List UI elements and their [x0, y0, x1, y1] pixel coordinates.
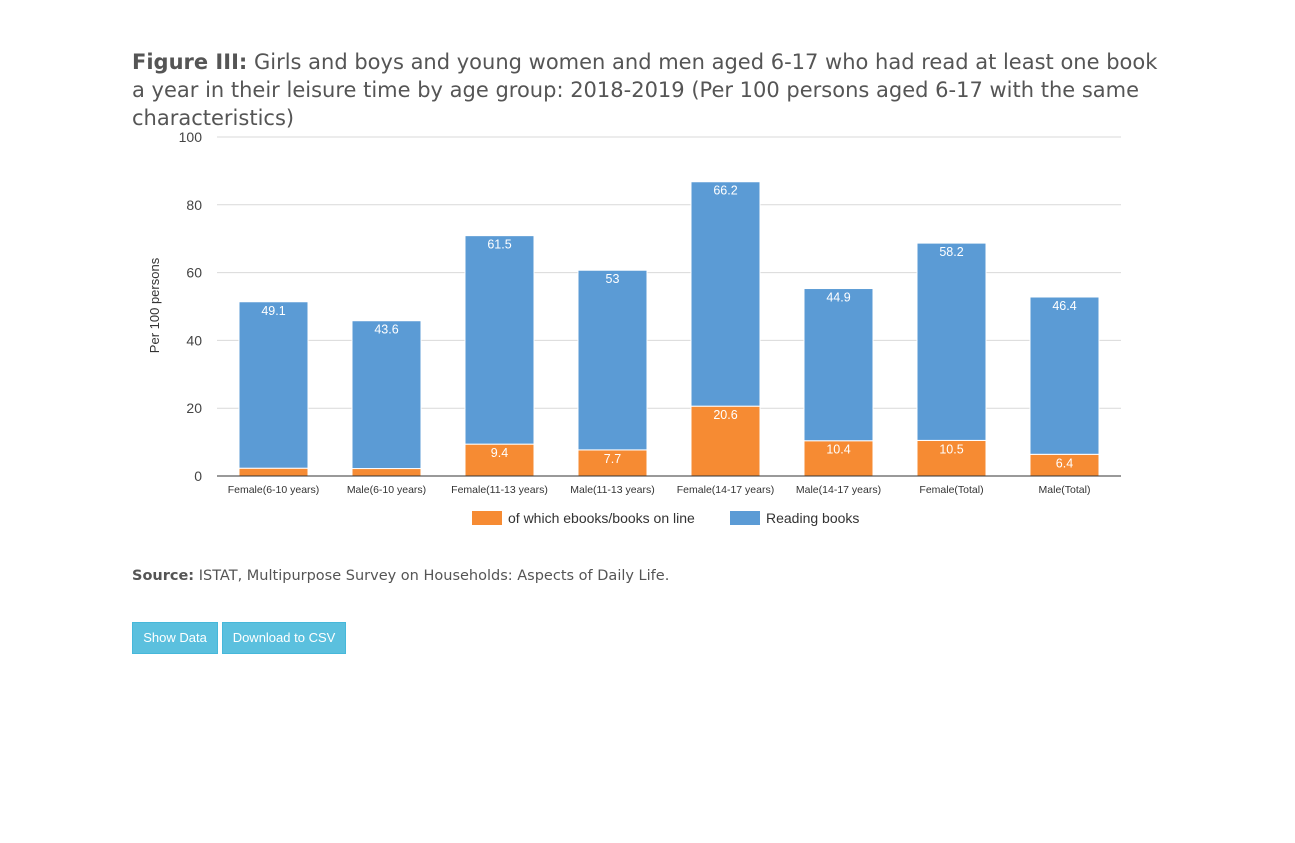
- source-label: Source:: [132, 568, 195, 584]
- x-tick-label: Male(6-10 years): [347, 484, 426, 496]
- legend-swatch: [730, 511, 760, 525]
- data-label: 9.4: [491, 446, 508, 460]
- y-tick-label: 40: [186, 332, 202, 348]
- y-tick-label: 100: [179, 129, 203, 145]
- bar-reading-books: [464, 235, 535, 445]
- y-tick-label: 60: [186, 265, 202, 281]
- data-label: 53: [606, 272, 620, 286]
- chart-title: Figure III: Girls and boys and young wom…: [132, 48, 1172, 132]
- data-label: 10.4: [826, 443, 850, 457]
- data-label: 66.2: [713, 184, 737, 198]
- legend-label: of which ebooks/books on line: [508, 510, 695, 526]
- bar-reading-books: [238, 301, 309, 469]
- bar-reading-books: [1029, 296, 1100, 455]
- bar-ebooks: [577, 449, 648, 477]
- data-label: 10.5: [939, 442, 963, 456]
- x-tick-label: Male(11-13 years): [570, 484, 654, 496]
- bar-reading-books: [803, 288, 874, 442]
- bar-ebooks: [351, 468, 422, 477]
- data-label: 20.6: [713, 408, 737, 422]
- bar-reading-books: [690, 181, 761, 407]
- download-csv-button[interactable]: Download to CSV: [222, 622, 346, 654]
- x-tick-label: Male(14-17 years): [796, 484, 881, 496]
- data-label: 44.9: [826, 291, 850, 305]
- show-data-button[interactable]: Show Data: [132, 622, 218, 654]
- bar-reading-books: [351, 320, 422, 470]
- figure-label: Figure III:: [132, 50, 248, 74]
- bar-ebooks: [238, 467, 309, 477]
- y-tick-label: 20: [186, 400, 202, 416]
- data-label: 6.4: [1056, 456, 1073, 470]
- x-tick-label: Female(6-10 years): [228, 484, 320, 496]
- x-tick-label: Female(11-13 years): [451, 484, 548, 496]
- x-tick-label: Female(Total): [919, 484, 983, 496]
- legend-swatch: [472, 511, 502, 525]
- data-label: 43.6: [374, 323, 398, 337]
- data-label: 49.1: [261, 304, 285, 318]
- y-tick-label: 0: [194, 468, 202, 484]
- x-tick-label: Female(14-17 years): [677, 484, 774, 496]
- data-label: 61.5: [487, 238, 511, 252]
- bar-reading-books: [577, 269, 648, 451]
- bar-reading-books: [916, 242, 987, 441]
- source-note: Source: ISTAT, Multipurpose Survey on Ho…: [132, 568, 669, 584]
- x-tick-label: Male(Total): [1039, 484, 1091, 496]
- legend-label: Reading books: [766, 510, 859, 526]
- y-axis-label: Per 100 persons: [147, 257, 162, 353]
- bar-ebooks: [803, 440, 874, 477]
- source-text: ISTAT, Multipurpose Survey on Households…: [198, 568, 670, 584]
- data-label: 7.7: [604, 452, 621, 466]
- bar-ebooks: [690, 405, 761, 477]
- data-label: 46.4: [1052, 299, 1076, 313]
- figure-caption: Girls and boys and young women and men a…: [132, 50, 1158, 130]
- y-tick-label: 80: [186, 197, 202, 213]
- data-label: 58.2: [939, 245, 963, 259]
